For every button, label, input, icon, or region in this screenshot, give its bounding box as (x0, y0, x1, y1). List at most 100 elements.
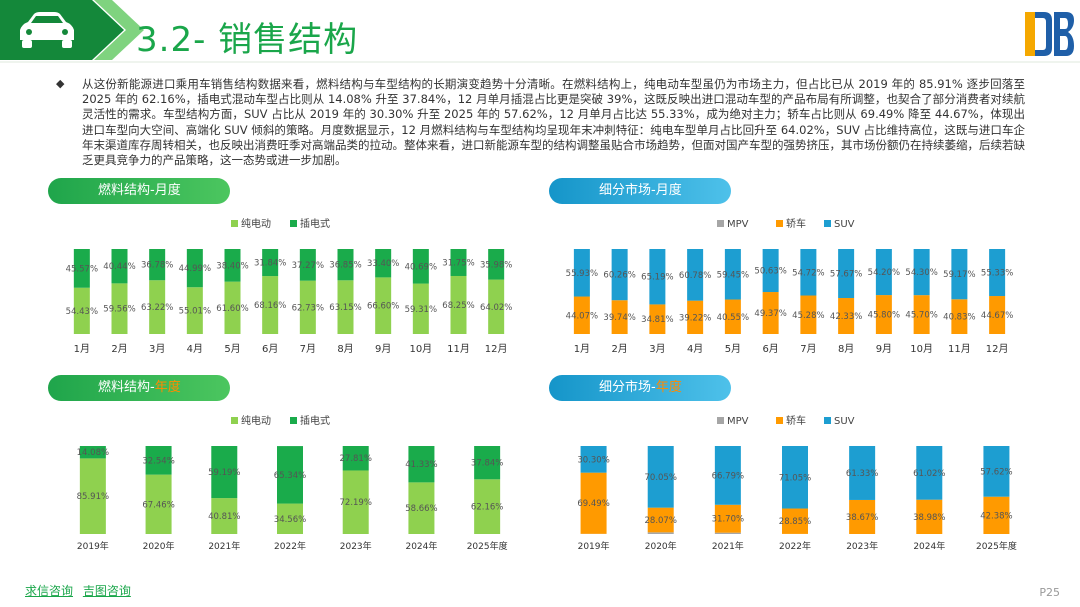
brand-logo (1025, 12, 1074, 56)
data-label-1-1-3: 39.22% (679, 313, 711, 323)
legend-label-2-1: 插电式 (300, 414, 330, 427)
legend-label-1-2: SUV (834, 219, 855, 230)
category-label-0-7: 8月 (337, 343, 353, 355)
car-icon (20, 12, 74, 48)
data-label-1-1-9: 45.70% (905, 311, 937, 321)
bar-1-2-5 (762, 249, 779, 293)
bar-0-1-1 (111, 249, 128, 284)
panel-title-segment-monthly: 细分市场-月度 (549, 178, 731, 204)
bar-3-1-3 (782, 508, 808, 534)
category-label-3-1: 2020年 (645, 540, 677, 552)
bar-0-0-11 (488, 279, 505, 334)
bar-1-1-11 (989, 296, 1006, 334)
header-band (0, 0, 1080, 63)
data-label-0-0-10: 68.25% (442, 301, 474, 311)
bar-1-1-7 (838, 298, 855, 334)
bar-0-1-5 (262, 249, 279, 277)
data-label-3-2-2: 66.79% (712, 471, 744, 481)
data-label-1-2-3: 60.78% (679, 271, 711, 281)
data-label-0-1-6: 37.27% (292, 261, 324, 271)
bar-0-1-3 (186, 249, 203, 288)
data-label-1-1-7: 42.33% (830, 312, 862, 322)
panel-title-segment-yearly: 细分市场-年度 (549, 375, 731, 401)
legend-swatch-2-0 (231, 417, 238, 424)
category-label-2-0: 2019年 (77, 540, 109, 552)
bar-0-1-11 (488, 249, 505, 280)
category-label-1-2: 3月 (649, 343, 665, 355)
category-label-1-3: 4月 (687, 343, 703, 355)
bar-3-2-1 (647, 446, 674, 508)
bar-1-2-2 (649, 249, 666, 305)
data-label-2-1-0: 14.08% (77, 448, 109, 458)
data-label-0-0-2: 63.22% (141, 303, 173, 313)
category-label-0-9: 10月 (409, 343, 432, 355)
legend-label-3-2: SUV (834, 416, 855, 427)
bar-0-0-5 (262, 276, 279, 334)
bar-3-2-2 (714, 446, 741, 505)
data-label-3-1-0: 69.49% (577, 499, 609, 509)
bar-3-1-0 (580, 472, 607, 534)
category-label-3-6: 2025年度 (976, 540, 1017, 552)
bar-0-0-2 (149, 280, 166, 334)
data-label-3-1-3: 28.85% (779, 517, 811, 527)
legend-swatch-0-0 (231, 220, 238, 227)
bar-0-0-10 (450, 275, 467, 334)
bar-2-1-6 (474, 446, 501, 480)
bar-2-0-1 (145, 474, 172, 534)
legend-swatch-2-1 (290, 417, 297, 424)
data-label-1-1-11: 44.67% (981, 311, 1013, 321)
data-label-0-0-5: 68.16% (254, 301, 286, 311)
data-label-0-0-6: 62.73% (292, 303, 324, 313)
bar-0-0-7 (337, 280, 354, 334)
category-label-3-0: 2019年 (578, 540, 610, 552)
data-label-3-2-1: 70.05% (645, 473, 677, 483)
data-label-2-0-1: 67.46% (142, 500, 174, 510)
data-label-1-1-4: 40.55% (717, 313, 749, 323)
category-label-0-0: 1月 (74, 343, 90, 355)
category-label-1-6: 7月 (800, 343, 816, 355)
page-title: 3.2- 销售结构 (136, 20, 359, 60)
bar-1-2-10 (951, 249, 968, 300)
data-label-1-1-1: 39.74% (603, 313, 635, 323)
bar-2-1-1 (145, 446, 172, 475)
legend-swatch-3-2 (824, 417, 831, 424)
bar-1-2-3 (687, 249, 704, 301)
bar-1-2-11 (989, 249, 1006, 297)
bar-1-2-1 (611, 249, 628, 301)
bar-0-1-9 (412, 249, 429, 284)
bar-3-2-6 (983, 446, 1010, 497)
page-number: P25 (1039, 586, 1060, 599)
bar-0-0-3 (186, 287, 203, 334)
data-label-1-2-9: 54.30% (905, 268, 937, 278)
data-label-3-2-5: 61.02% (913, 469, 945, 479)
data-label-3-2-0: 30.30% (577, 455, 609, 465)
bar-3-0-2 (714, 532, 741, 534)
category-label-1-9: 10月 (910, 343, 933, 355)
bar-2-1-4 (342, 446, 369, 471)
data-label-2-0-4: 72.19% (340, 498, 372, 508)
category-label-0-4: 5月 (224, 343, 240, 355)
data-label-0-0-1: 59.56% (103, 305, 135, 315)
data-label-1-2-7: 57.67% (830, 270, 862, 280)
category-label-1-4: 5月 (725, 343, 741, 355)
bar-1-1-4 (724, 299, 741, 334)
data-label-0-0-3: 55.01% (179, 307, 211, 317)
bar-0-1-4 (224, 249, 241, 282)
legend-swatch-1-0 (717, 220, 724, 227)
footer-link-2[interactable]: 吉图咨询 (82, 584, 131, 598)
category-label-1-5: 6月 (762, 343, 778, 355)
header-light-shape (94, 0, 144, 60)
footer-link-1[interactable]: 求信咨询 (25, 584, 74, 598)
data-label-0-0-11: 64.02% (480, 303, 512, 313)
category-label-2-5: 2024年 (405, 540, 437, 552)
bar-0-0-0 (73, 287, 90, 334)
bar-0-1-10 (450, 249, 467, 276)
category-label-1-7: 8月 (838, 343, 854, 355)
bar-2-0-2 (211, 498, 238, 534)
bar-1-2-9 (913, 249, 930, 296)
data-label-0-1-0: 45.57% (66, 264, 98, 274)
data-label-2-1-3: 65.34% (274, 471, 306, 481)
data-label-1-2-5: 50.63% (754, 267, 786, 277)
bar-3-1-4 (849, 499, 876, 534)
